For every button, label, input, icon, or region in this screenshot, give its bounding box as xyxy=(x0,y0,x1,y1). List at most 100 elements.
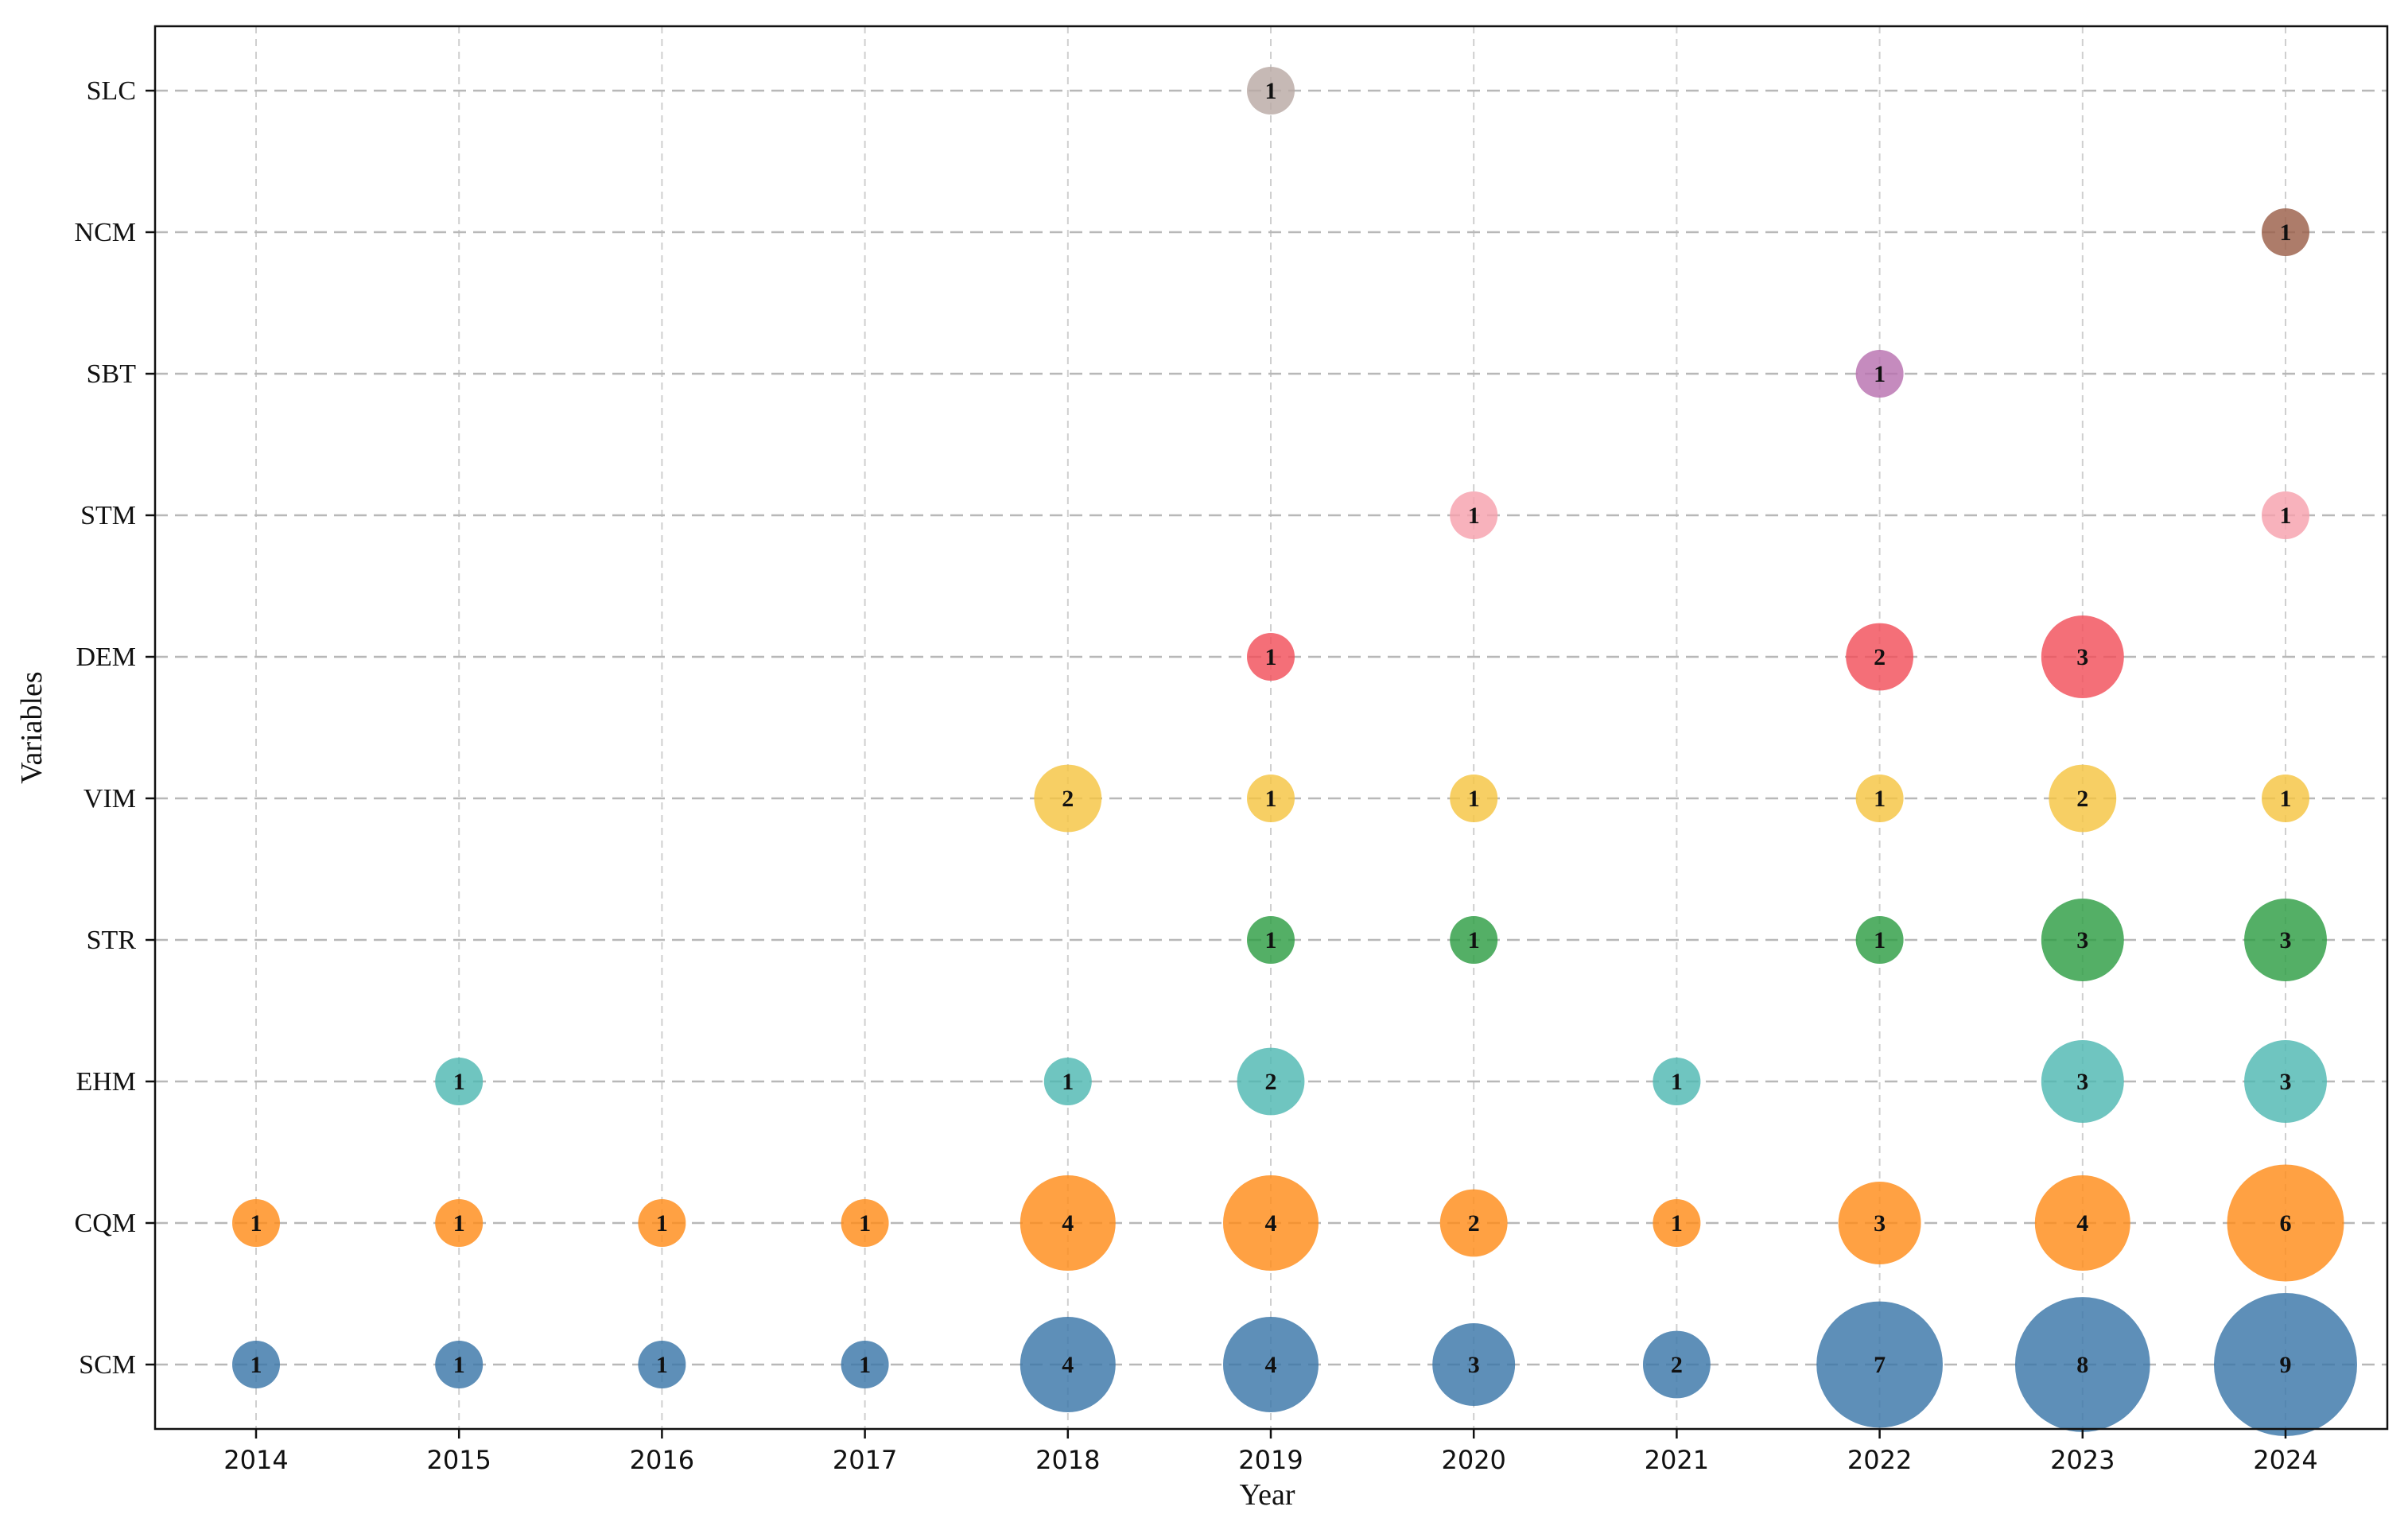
bubble-value-label: 6 xyxy=(2280,1210,2292,1237)
bubble-ehm xyxy=(2244,1040,2327,1123)
bubble-value-label: 1 xyxy=(453,1069,465,1095)
bubble-value-label: 1 xyxy=(453,1352,465,1378)
x-tick-label: 2020 xyxy=(1441,1445,1505,1475)
bubble-value-label: 1 xyxy=(656,1210,668,1237)
bubble-scm xyxy=(2014,1297,2150,1432)
bubbles: 1 1 1 1 4 4 3 2 7 8 9 1 1 1 1 4 4 2 1 3 4 6 1 1 2 1 3 3 1 1 1 3 3 2 1 1 1 2 1 1… xyxy=(232,67,2357,1436)
bubble-scm xyxy=(1816,1301,1943,1428)
bubble-vim xyxy=(1855,775,1904,822)
bubble-value-label: 2 xyxy=(1671,1352,1683,1378)
bubble-scm xyxy=(435,1341,484,1388)
bubble-value-label: 1 xyxy=(1265,78,1277,104)
bubble-scm xyxy=(1642,1330,1711,1399)
bubble-value-label: 1 xyxy=(1062,1069,1074,1095)
bubble-value-label: 1 xyxy=(2280,503,2292,529)
y-tick-label: STR xyxy=(87,926,137,955)
x-tick-label: 2016 xyxy=(630,1445,694,1475)
bubble-str xyxy=(1450,916,1498,964)
bubble-ehm xyxy=(1237,1047,1305,1116)
y-tick-label: STM xyxy=(80,501,136,530)
bubble-ehm xyxy=(1653,1058,1701,1105)
bubble-scm xyxy=(1020,1317,1116,1412)
bubble-cqm xyxy=(2034,1175,2130,1271)
bubble-scm xyxy=(638,1341,686,1388)
x-tick-label: 2023 xyxy=(2050,1445,2115,1475)
bubble-cqm xyxy=(1653,1199,1701,1247)
bubble-cqm xyxy=(1838,1182,1921,1264)
bubble-value-label: 1 xyxy=(1468,786,1480,812)
bubble-value-label: 4 xyxy=(1265,1352,1277,1378)
bubble-value-label: 3 xyxy=(2076,644,2088,670)
x-tick-label: 2015 xyxy=(426,1445,491,1475)
bubble-ehm xyxy=(2041,1040,2124,1123)
bubble-cqm xyxy=(435,1199,484,1247)
bubble-value-label: 1 xyxy=(1874,786,1886,812)
bubble-value-label: 2 xyxy=(1874,644,1886,670)
x-tick-label: 2022 xyxy=(1847,1445,1912,1475)
bubble-value-label: 2 xyxy=(1062,786,1074,812)
bubble-value-label: 1 xyxy=(2280,786,2292,812)
bubble-value-label: 3 xyxy=(1468,1352,1480,1378)
bubble-value-label: 1 xyxy=(1468,927,1480,953)
x-axis-title: Year xyxy=(1239,1478,1295,1512)
bubble-vim xyxy=(2049,764,2117,833)
x-tick-label: 2024 xyxy=(2253,1445,2317,1475)
bubble-cqm xyxy=(232,1199,280,1247)
y-tick-label: DEM xyxy=(76,643,136,672)
bubble-cqm xyxy=(841,1199,889,1247)
bubble-value-label: 1 xyxy=(859,1210,871,1237)
bubble-value-label: 1 xyxy=(859,1352,871,1378)
x-tick-label: 2014 xyxy=(223,1445,288,1475)
bubble-str xyxy=(1855,916,1904,964)
bubble-value-label: 4 xyxy=(1265,1210,1277,1237)
bubble-value-label: 3 xyxy=(2280,1069,2292,1095)
bubble-value-label: 1 xyxy=(1874,927,1886,953)
bubble-dem xyxy=(2041,615,2124,698)
y-tick-label: CQM xyxy=(75,1209,136,1238)
bubble-sbt xyxy=(1855,350,1904,398)
bubble-str xyxy=(2041,899,2124,981)
bubble-vim xyxy=(1034,764,1102,833)
bubble-cqm xyxy=(2227,1164,2344,1282)
bubble-value-label: 3 xyxy=(1874,1210,1886,1237)
bubble-value-label: 9 xyxy=(2280,1352,2292,1378)
y-tick-label: SBT xyxy=(87,359,137,389)
bubble-value-label: 3 xyxy=(2076,927,2088,953)
bubble-cqm xyxy=(1020,1175,1116,1271)
bubble-dem xyxy=(1247,633,1295,681)
bubble-value-label: 1 xyxy=(1468,503,1480,529)
bubble-value-label: 7 xyxy=(1874,1352,1886,1378)
bubble-cqm xyxy=(1439,1189,1508,1257)
bubble-dem xyxy=(1846,623,1914,691)
bubble-value-label: 4 xyxy=(1062,1352,1074,1378)
bubble-value-label: 1 xyxy=(1671,1210,1683,1237)
bubble-scm xyxy=(2214,1293,2357,1436)
bubble-value-label: 4 xyxy=(1062,1210,1074,1237)
bubble-value-label: 1 xyxy=(1874,361,1886,387)
bubble-value-label: 3 xyxy=(2076,1069,2088,1095)
bubble-value-label: 2 xyxy=(1468,1210,1480,1237)
bubble-slc xyxy=(1247,67,1295,115)
bubble-value-label: 1 xyxy=(1265,644,1277,670)
y-tick-label: VIM xyxy=(84,784,136,813)
x-tick-label: 2017 xyxy=(833,1445,897,1475)
y-tick-label: EHM xyxy=(76,1067,136,1097)
bubble-value-label: 3 xyxy=(2280,927,2292,953)
bubble-stm xyxy=(1450,491,1498,539)
bubble-value-label: 2 xyxy=(1265,1069,1277,1095)
bubble-value-label: 8 xyxy=(2076,1352,2088,1378)
bubble-str xyxy=(2244,899,2327,981)
bubble-scm xyxy=(841,1341,889,1388)
bubble-scm xyxy=(1223,1317,1319,1412)
bubble-value-label: 1 xyxy=(1265,786,1277,812)
y-tick-label: NCM xyxy=(75,218,136,247)
bubble-ehm xyxy=(1043,1058,1092,1105)
bubble-value-label: 1 xyxy=(453,1210,465,1237)
bubble-ncm xyxy=(2262,208,2309,256)
bubble-cqm xyxy=(638,1199,686,1247)
bubble-str xyxy=(1247,916,1295,964)
y-tick-label: SLC xyxy=(87,76,136,106)
bubble-value-label: 1 xyxy=(2280,219,2292,246)
